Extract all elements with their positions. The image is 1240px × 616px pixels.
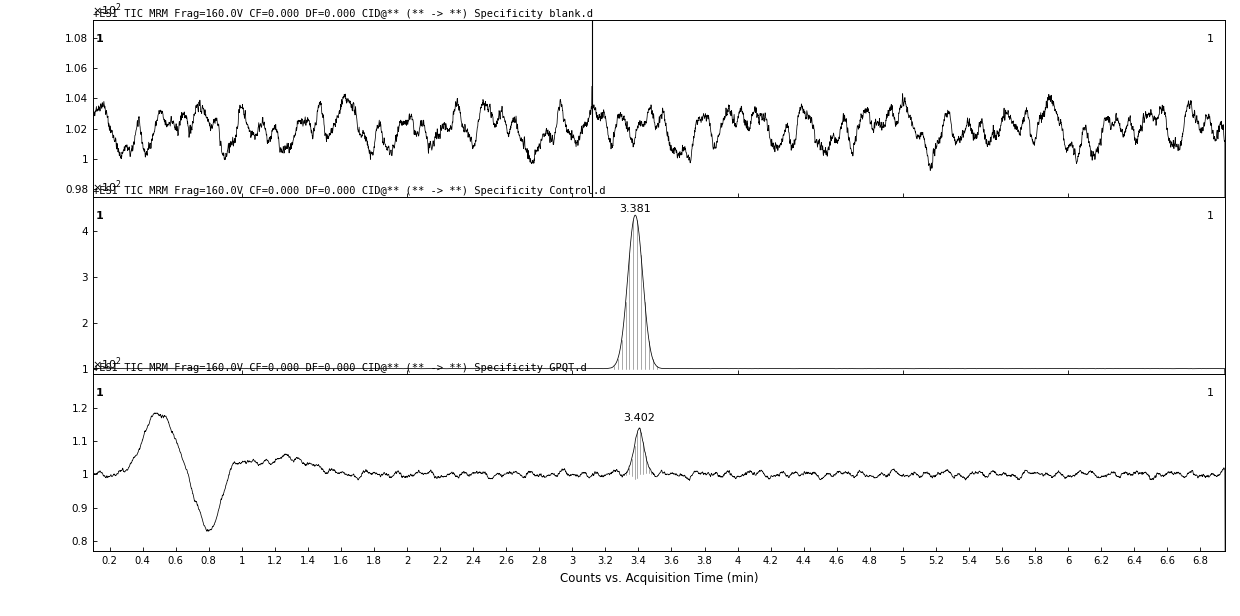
Text: +ESI TIC MRM Frag=160.0V CF=0.000 DF=0.000 CID@** (** -> **) Specificity GPQT.d: +ESI TIC MRM Frag=160.0V CF=0.000 DF=0.0… (93, 363, 587, 373)
Text: $\times$10$^2$: $\times$10$^2$ (92, 356, 122, 372)
Text: 3.381: 3.381 (620, 204, 651, 214)
Text: $\times$10$^2$: $\times$10$^2$ (92, 179, 122, 195)
X-axis label: Counts vs. Acquisition Time (min): Counts vs. Acquisition Time (min) (559, 572, 759, 585)
Text: 1: 1 (1207, 34, 1214, 44)
Text: 1: 1 (95, 388, 103, 399)
Text: $\times$10$^2$: $\times$10$^2$ (92, 1, 122, 18)
Text: 1: 1 (1207, 388, 1214, 399)
Text: +ESI TIC MRM Frag=160.0V CF=0.000 DF=0.000 CID@** (** -> **) Specificity blank.d: +ESI TIC MRM Frag=160.0V CF=0.000 DF=0.0… (93, 9, 593, 19)
Text: 1: 1 (1207, 211, 1214, 221)
Text: 3.402: 3.402 (622, 413, 655, 423)
Text: 1: 1 (95, 34, 103, 44)
Text: 1: 1 (95, 211, 103, 221)
Text: +ESI TIC MRM Frag=160.0V CF=0.000 DF=0.000 CID@** (** -> **) Specificity Control: +ESI TIC MRM Frag=160.0V CF=0.000 DF=0.0… (93, 186, 605, 196)
